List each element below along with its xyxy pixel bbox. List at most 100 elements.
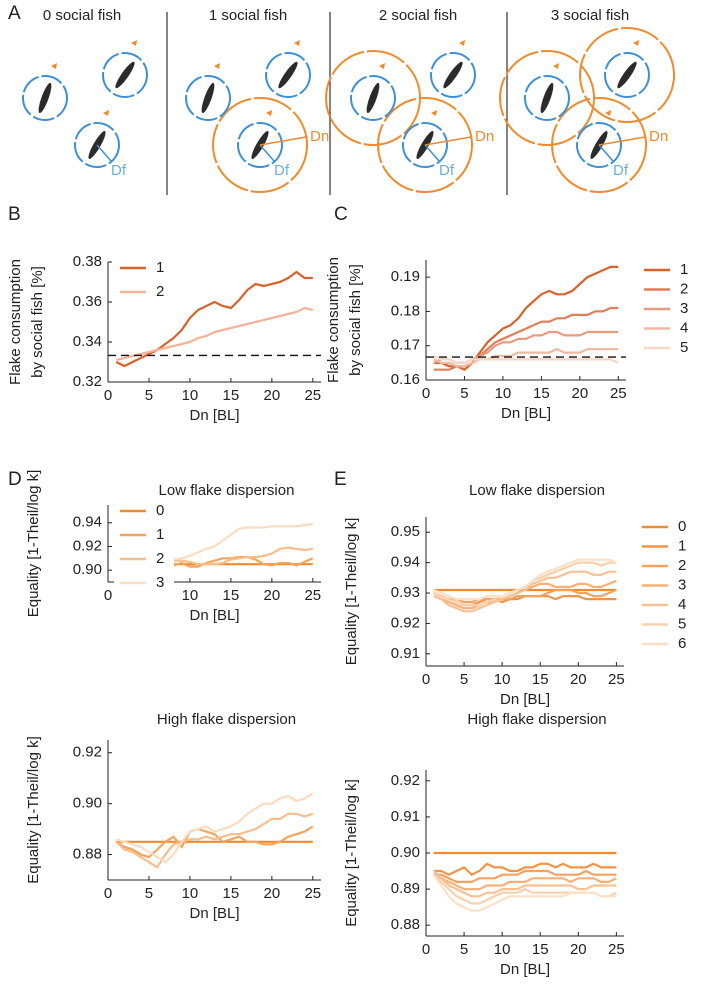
y-tick-label: 0.32 [73, 373, 102, 390]
x-tick-label: 5 [145, 387, 153, 404]
legend-label: 2 [678, 557, 686, 574]
flake [633, 40, 639, 46]
series-line [433, 570, 617, 613]
legend-label: 0 [678, 518, 686, 535]
flake [51, 63, 57, 69]
legend-label: 5 [680, 339, 688, 356]
y-axis-label: by social fish [%] [29, 266, 46, 378]
x-axis-label: Dn [BL] [500, 691, 550, 708]
neighbour-radius [325, 50, 421, 146]
x-axis-label: Dn [BL] [500, 961, 550, 978]
legend-label: 1 [156, 526, 164, 543]
flake [294, 40, 300, 46]
panel-label: B [8, 204, 21, 225]
series-line [433, 862, 617, 877]
y-axis-label: Equality [1-Theil/log k] [343, 779, 360, 927]
y-tick-label: 0.90 [73, 561, 102, 578]
detection-radius [350, 75, 396, 121]
x-tick-label: 15 [223, 885, 240, 902]
x-tick-label: 15 [532, 671, 549, 688]
legend-label: 5 [678, 615, 686, 632]
x-axis-label: Dn [BL] [189, 407, 239, 424]
x-axis-label: Dn [BL] [189, 607, 239, 624]
legend-label: 1 [678, 537, 686, 554]
flake [605, 110, 611, 116]
panel-label: A [8, 3, 21, 24]
flake [553, 63, 559, 69]
y-tick-label: 0.88 [73, 846, 102, 863]
x-tick-label: 10 [495, 385, 512, 402]
x-tick-label: 15 [223, 387, 240, 404]
y-tick-label: 0.88 [391, 916, 420, 933]
fish [278, 61, 298, 89]
x-tick-label: 15 [533, 385, 550, 402]
x-tick-label: 25 [304, 387, 321, 404]
y-tick-label: 0.90 [73, 795, 102, 812]
df-label: Df [111, 162, 127, 179]
x-axis-label: Dn [BL] [501, 405, 551, 422]
neighbour-radius [499, 50, 595, 146]
x-tick-label: 20 [264, 885, 281, 902]
flake [266, 110, 272, 116]
x-tick-label: 10 [182, 587, 199, 604]
x-tick-label: 5 [145, 885, 153, 902]
panel-label: C [334, 204, 348, 225]
x-tick-label: 0 [422, 941, 430, 958]
y-tick-label: 0.38 [73, 253, 102, 270]
y-tick-label: 0.36 [73, 293, 102, 310]
y-axis-label: Flake consumption [325, 257, 342, 383]
legend-label: 6 [678, 635, 686, 652]
series-line [115, 792, 314, 864]
legend-label: 4 [678, 596, 686, 613]
y-tick-label: 0.89 [391, 880, 420, 897]
df-label: Df [439, 162, 455, 179]
legend-box [114, 501, 174, 601]
detection-radius [22, 75, 68, 121]
y-axis-label: Equality [1-Theil/log k] [25, 470, 42, 618]
flake [131, 40, 137, 46]
fish [366, 82, 380, 114]
legend-label: 3 [680, 300, 688, 317]
y-tick-label: 0.34 [73, 333, 102, 350]
dn-radius [424, 136, 472, 146]
x-tick-label: 10 [182, 885, 199, 902]
y-tick-label: 0.17 [391, 337, 420, 354]
series-line [433, 265, 619, 371]
legend-label: 1 [680, 261, 688, 278]
x-tick-label: 10 [494, 671, 511, 688]
y-axis-label: Equality [1-Theil/log k] [343, 518, 360, 666]
series-line [433, 347, 619, 368]
fish [38, 82, 52, 114]
detection-radius [265, 52, 311, 98]
fish [201, 82, 215, 114]
y-tick-label: 0.91 [391, 808, 420, 825]
dn-label: Dn [475, 128, 494, 145]
x-tick-label: 0 [104, 885, 112, 902]
detection-radius [185, 75, 231, 121]
y-axis-label: Equality [1-Theil/log k] [25, 736, 42, 884]
dn-radius [259, 136, 307, 146]
flake [214, 63, 220, 69]
section-title: 1 social fish [209, 7, 287, 24]
x-tick-label: 10 [494, 941, 511, 958]
legend-label: 2 [680, 280, 688, 297]
y-axis-label: Flake consumption [7, 259, 24, 385]
x-tick-label: 20 [570, 671, 587, 688]
detection-radius [74, 122, 120, 168]
x-tick-label: 5 [460, 671, 468, 688]
series-line [115, 825, 314, 859]
y-tick-label: 0.19 [391, 268, 420, 285]
fish [540, 82, 554, 114]
dn-label: Dn [649, 128, 668, 145]
series-line [433, 330, 619, 364]
x-tick-label: 25 [304, 587, 321, 604]
x-tick-label: 25 [304, 885, 321, 902]
legend-label: 3 [156, 574, 164, 591]
x-tick-label: 5 [460, 941, 468, 958]
df-radius [424, 144, 440, 162]
flake [379, 63, 385, 69]
y-tick-label: 0.92 [73, 744, 102, 761]
y-tick-label: 0.16 [391, 371, 420, 388]
x-tick-label: 15 [532, 941, 549, 958]
